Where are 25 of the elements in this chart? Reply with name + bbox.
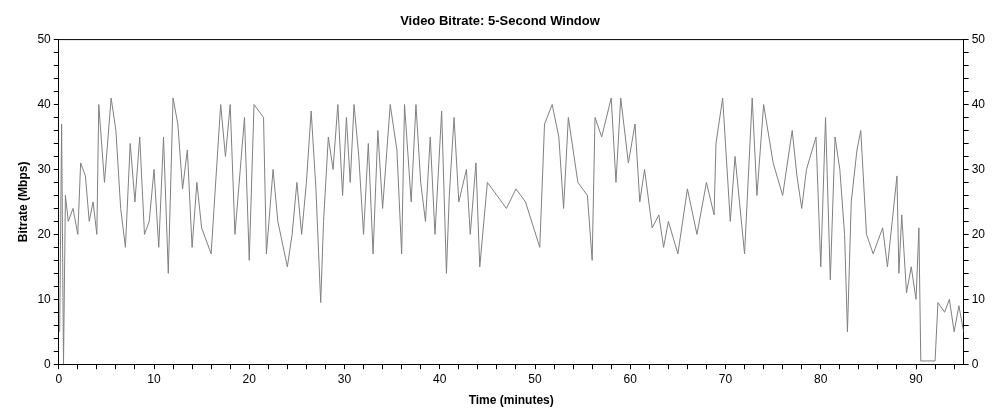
y2-tick-label: 50 [971, 31, 986, 46]
x-tick-label: 70 [718, 371, 733, 386]
y-tick-label: 0 [44, 356, 52, 371]
x-tick-label: 60 [623, 371, 638, 386]
y-tick-label: 30 [37, 161, 52, 176]
y2-tick-label: 30 [971, 161, 986, 176]
x-tick-label: 0 [55, 371, 63, 386]
y-tick-label: 50 [37, 31, 52, 46]
x-tick-label: 10 [147, 371, 161, 386]
y-tick-label: 10 [37, 291, 52, 306]
y2-tick-label: 0 [971, 356, 979, 371]
x-tick-label: 20 [242, 371, 257, 386]
x-tick-label: 50 [528, 371, 543, 386]
y2-tick-label: 10 [971, 291, 986, 306]
x-tick-label: 30 [337, 371, 352, 386]
x-tick-label: 90 [909, 371, 924, 386]
x-tick-label: 40 [433, 371, 447, 386]
y-axis-title: Bitrate (Mbps) [15, 161, 30, 243]
x-tick-label: 80 [814, 371, 828, 386]
y-tick-label: 20 [37, 226, 52, 241]
chart-title: Video Bitrate: 5-Second Window [400, 13, 601, 29]
y-tick-label: 40 [37, 96, 52, 111]
y2-tick-label: 40 [971, 96, 986, 111]
y2-tick-label: 20 [971, 226, 986, 241]
x-axis-title: Time (minutes) [468, 393, 554, 408]
